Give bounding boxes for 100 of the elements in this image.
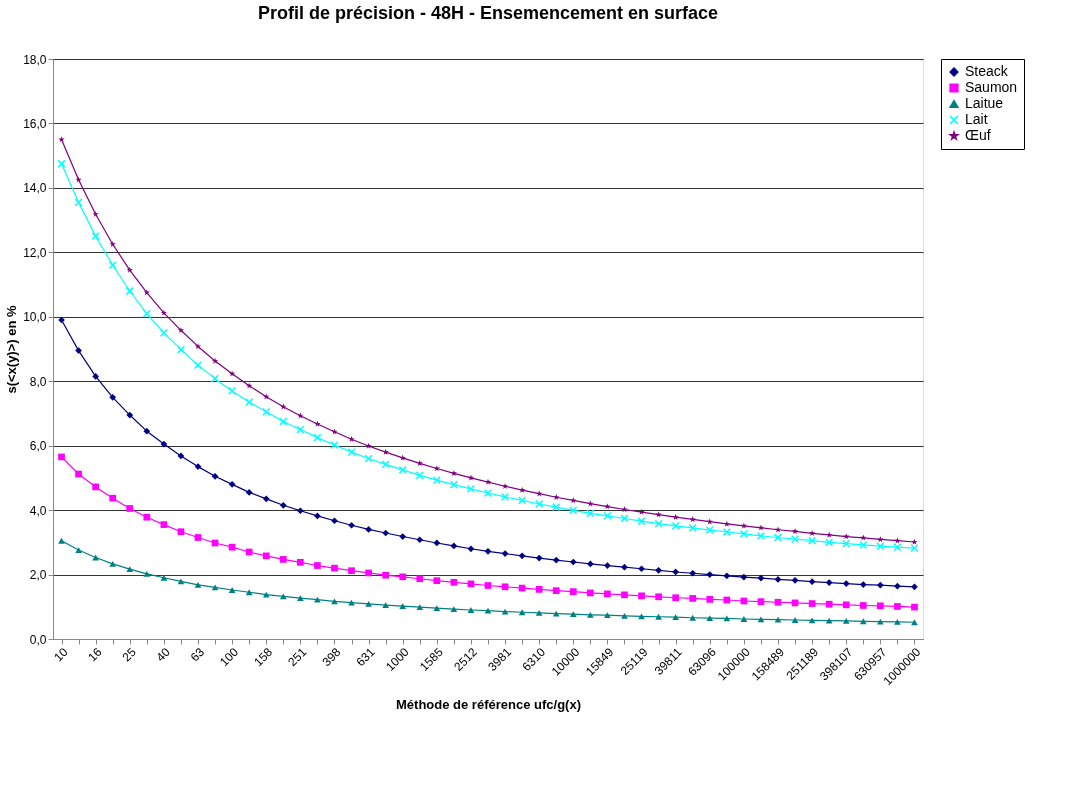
point xyxy=(433,605,441,611)
legend-label: Saumon xyxy=(965,79,1018,95)
point xyxy=(569,611,577,618)
point xyxy=(569,588,577,595)
point xyxy=(348,435,355,442)
point xyxy=(911,538,918,545)
point xyxy=(126,266,133,273)
point xyxy=(637,516,646,526)
point xyxy=(808,578,816,585)
point xyxy=(314,562,321,569)
point xyxy=(330,440,339,450)
point xyxy=(621,506,628,513)
chart-title: Profil de précision - 48H - Ensemencement en surface xyxy=(257,3,719,23)
point xyxy=(279,417,288,426)
point xyxy=(126,411,134,419)
point xyxy=(449,480,458,489)
x-tick-label: 158 xyxy=(251,644,276,670)
point xyxy=(893,543,902,552)
point xyxy=(911,583,918,591)
point xyxy=(894,603,901,610)
point xyxy=(842,618,850,624)
point xyxy=(109,240,116,247)
point xyxy=(399,454,406,461)
point xyxy=(706,571,714,578)
point xyxy=(365,526,372,533)
point xyxy=(552,503,561,512)
point xyxy=(587,611,594,618)
point xyxy=(228,386,237,395)
x-tick-label: 100 xyxy=(217,644,242,670)
x-tick-label: 631 xyxy=(353,644,378,670)
point xyxy=(825,538,834,547)
point xyxy=(450,542,458,550)
y-tick-label: 0,0 xyxy=(29,632,47,647)
point xyxy=(808,617,816,624)
point xyxy=(74,198,83,207)
point xyxy=(672,614,679,620)
point xyxy=(143,289,151,296)
point xyxy=(382,602,389,609)
point xyxy=(143,513,151,521)
point xyxy=(825,579,833,586)
point xyxy=(245,589,253,596)
point xyxy=(108,261,117,270)
point xyxy=(399,573,407,581)
point xyxy=(75,176,82,183)
point xyxy=(688,523,697,532)
point xyxy=(347,448,356,457)
y-tick-label: 4,0 xyxy=(29,503,47,518)
point xyxy=(228,543,236,551)
point xyxy=(825,600,833,608)
point xyxy=(211,584,219,591)
point xyxy=(894,619,901,625)
legend-label: Œuf xyxy=(965,127,991,143)
point xyxy=(416,536,424,544)
point xyxy=(126,505,134,512)
point xyxy=(671,521,680,530)
point xyxy=(757,616,765,623)
point xyxy=(859,540,868,550)
point xyxy=(177,528,185,536)
point xyxy=(689,569,697,577)
point xyxy=(791,617,799,623)
point xyxy=(859,581,867,588)
point xyxy=(569,506,578,515)
point xyxy=(877,618,884,625)
point xyxy=(825,617,833,624)
point xyxy=(501,482,509,489)
point xyxy=(365,442,372,449)
point xyxy=(262,407,271,416)
point xyxy=(279,556,287,563)
point xyxy=(740,616,748,622)
point xyxy=(587,560,594,568)
point xyxy=(535,586,543,593)
point xyxy=(75,470,82,478)
point xyxy=(553,493,560,500)
point xyxy=(433,465,441,472)
point xyxy=(143,571,151,577)
point xyxy=(297,558,304,566)
point xyxy=(808,536,817,545)
point xyxy=(245,548,253,556)
point xyxy=(365,569,372,577)
point xyxy=(416,460,423,467)
point xyxy=(877,581,884,589)
point xyxy=(706,596,714,603)
point xyxy=(620,514,629,523)
point xyxy=(211,357,219,364)
point xyxy=(331,517,338,525)
point xyxy=(842,601,850,609)
point xyxy=(399,603,407,610)
point xyxy=(211,472,219,480)
point xyxy=(75,347,82,354)
point xyxy=(109,494,117,502)
y-tick-label: 10,0 xyxy=(23,310,47,325)
point xyxy=(450,606,458,612)
point xyxy=(604,590,611,598)
point xyxy=(672,568,679,576)
point xyxy=(382,571,389,579)
point xyxy=(621,591,628,599)
point xyxy=(432,476,441,485)
point xyxy=(228,480,236,488)
point xyxy=(313,433,322,442)
point xyxy=(331,598,338,605)
